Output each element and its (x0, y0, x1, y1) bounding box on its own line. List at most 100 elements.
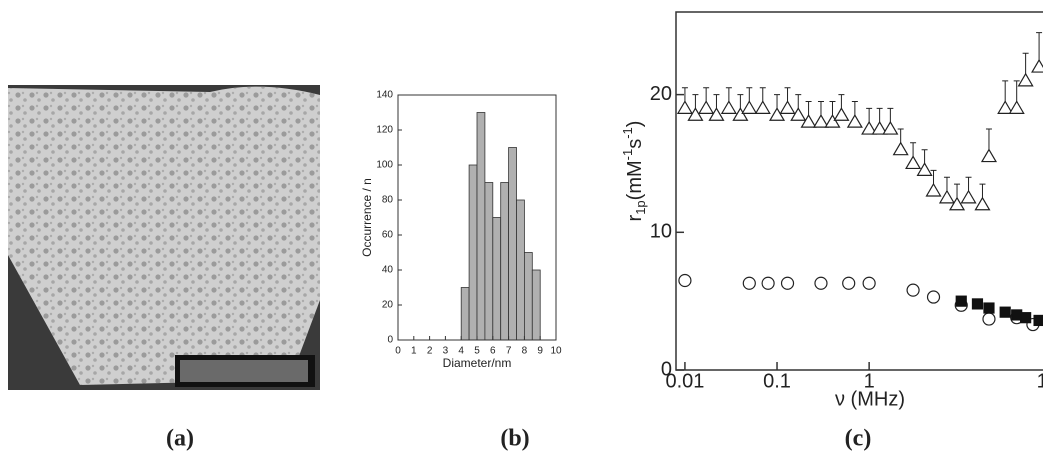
bar (460, 287, 470, 341)
x-tick-label: 0.01 (665, 370, 704, 392)
point (980, 148, 998, 163)
point (960, 189, 977, 204)
point (720, 100, 737, 114)
point (812, 113, 830, 128)
point (1031, 58, 1043, 73)
bar (476, 112, 486, 341)
bar (531, 269, 541, 341)
point (698, 100, 715, 114)
y-tick-label: 40 (382, 265, 394, 276)
bar (484, 182, 494, 341)
point (925, 182, 942, 197)
point (974, 196, 991, 211)
y-tick-label: 20 (650, 83, 672, 105)
y-axis-label-part: (mM (624, 160, 646, 200)
point (678, 273, 692, 288)
x-tick-label: 4 (458, 346, 464, 357)
point (741, 100, 758, 114)
y-axis-label-part: -1 (620, 127, 635, 139)
y-axis-label-part: -1 (620, 149, 635, 161)
point (871, 120, 888, 135)
plot-area (676, 32, 1043, 332)
point (824, 113, 841, 128)
point (955, 295, 967, 307)
bar (508, 147, 517, 341)
y-tick-label: 0 (661, 358, 672, 380)
y-axis-label-part: 1p (633, 200, 648, 214)
x-tick-label: 1 (864, 370, 875, 392)
x-tick-label: 9 (537, 346, 543, 357)
point (780, 276, 795, 290)
point (905, 155, 922, 170)
y-tick-label: 0 (387, 335, 393, 346)
x-tick-label: 0 (395, 346, 401, 357)
point (742, 276, 756, 290)
point (938, 189, 956, 204)
point (916, 162, 933, 176)
x-tick-label: 100 (1037, 370, 1043, 392)
panel-label: (c) (845, 426, 872, 452)
x-tick-label: 1 (411, 346, 417, 357)
y-tick-label: 120 (376, 125, 393, 136)
point (768, 107, 786, 121)
point (846, 113, 863, 128)
point (1020, 312, 1032, 324)
point (906, 283, 920, 297)
point (971, 298, 984, 310)
x-tick-label: 5 (474, 346, 480, 357)
point (926, 290, 941, 304)
point (732, 107, 749, 121)
x-tick-label: 0.1 (763, 370, 791, 392)
y-tick-label: 20 (382, 300, 394, 311)
x-tick-label: 2 (427, 346, 433, 357)
point (833, 107, 850, 121)
point (800, 113, 817, 128)
point (997, 100, 1014, 114)
point (842, 276, 856, 290)
y-axis-label: Occurrence / n (360, 178, 374, 257)
point (999, 306, 1011, 318)
bar (500, 182, 510, 341)
point (862, 276, 876, 290)
point (948, 196, 966, 211)
panel-label: (b) (500, 426, 529, 452)
x-tick-label: 3 (443, 346, 449, 357)
point (687, 107, 704, 121)
x-axis-label: ν (MHz) (835, 388, 905, 410)
y-tick-label: 10 (650, 221, 672, 243)
point (1017, 72, 1034, 87)
tem-image (8, 85, 320, 390)
x-axis-label: Diameter/nm (443, 356, 512, 370)
y-axis-label-part: ) (624, 121, 646, 128)
y-tick-label: 140 (376, 90, 393, 101)
y-axis-label-part: r (624, 214, 646, 221)
panel-label: (a) (166, 426, 194, 452)
bar (468, 164, 478, 341)
y-axis-label: r1p(mM-1s-1) (620, 121, 648, 222)
bar (524, 252, 533, 341)
point (982, 312, 996, 326)
point (814, 276, 828, 290)
point (779, 100, 796, 114)
y-tick-label: 80 (382, 195, 394, 206)
point (892, 141, 909, 156)
point (983, 302, 995, 314)
point (676, 100, 693, 114)
point (1008, 100, 1025, 114)
x-tick-label: 7 (506, 346, 512, 357)
x-tick-label: 6 (490, 346, 496, 357)
point (882, 120, 899, 135)
x-tick-label: 8 (522, 346, 528, 357)
y-tick-label: 100 (376, 160, 393, 171)
plot-frame (675, 11, 1043, 371)
point (790, 107, 807, 121)
bar (492, 217, 502, 341)
point (1033, 314, 1043, 327)
point (754, 100, 771, 114)
y-tick-label: 60 (382, 230, 394, 241)
bar (516, 199, 525, 341)
point (708, 107, 725, 121)
point (861, 120, 878, 135)
point (761, 276, 775, 290)
